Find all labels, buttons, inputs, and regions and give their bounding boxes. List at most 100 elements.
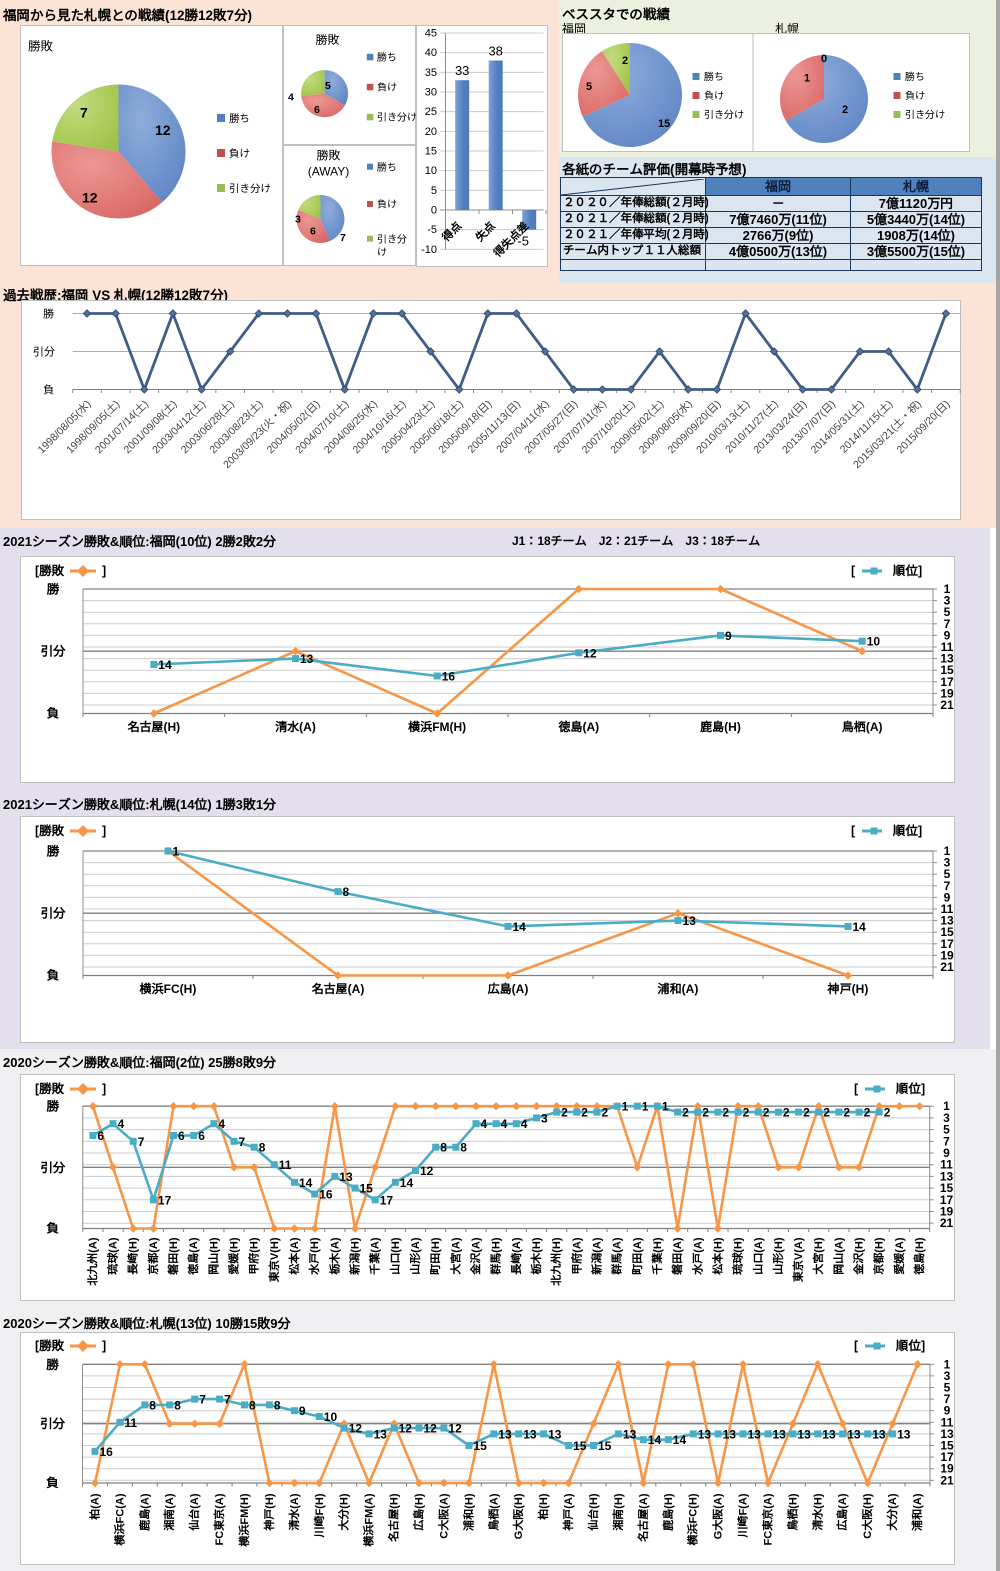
svg-text:12: 12 (583, 646, 597, 660)
svg-text:1: 1 (944, 1357, 951, 1371)
svg-text:甲府(H): 甲府(H) (248, 1237, 261, 1275)
svg-text:順位]: 順位] (895, 1338, 925, 1353)
svg-text:11: 11 (940, 1158, 953, 1172)
svg-text:勝: 勝 (46, 845, 60, 859)
svg-text:順位]: 順位] (892, 823, 922, 838)
svg-text:1: 1 (944, 582, 951, 596)
svg-text:引き分: 引き分 (377, 234, 407, 246)
svg-text:2: 2 (823, 1106, 830, 1120)
svg-text:19: 19 (940, 1462, 954, 1476)
svg-text:神戸(H): 神戸(H) (827, 982, 869, 996)
svg-text:12: 12 (420, 1164, 434, 1178)
svg-text:水戸(A): 水戸(A) (691, 1237, 704, 1276)
svg-text:群馬(A): 群馬(A) (611, 1237, 624, 1276)
svg-text:広島(A): 広島(A) (836, 1493, 849, 1531)
svg-text:33: 33 (455, 63, 469, 78)
svg-text:8: 8 (440, 1141, 447, 1155)
svg-text:勝: 勝 (46, 1100, 60, 1114)
svg-text:鳥栖(A): 鳥栖(A) (487, 1493, 500, 1532)
svg-text:10: 10 (867, 635, 881, 649)
svg-text:45: 45 (425, 28, 437, 40)
svg-text:金沢(A): 金沢(A) (470, 1237, 483, 1275)
svg-text:引き分け: 引き分け (905, 109, 945, 121)
svg-text:湘南(A): 湘南(A) (163, 1493, 176, 1532)
svg-text:17: 17 (940, 937, 954, 951)
svg-text:40: 40 (425, 47, 437, 59)
svg-text:金沢(H): 金沢(H) (853, 1237, 866, 1275)
svg-text:2: 2 (842, 104, 848, 116)
svg-text:琉球(A): 琉球(A) (107, 1237, 120, 1275)
svg-text:5: 5 (944, 605, 951, 619)
svg-text:7: 7 (943, 1134, 950, 1148)
svg-text:[勝敗: [勝敗 (35, 1082, 65, 1096)
svg-text:2: 2 (602, 1106, 609, 1120)
svg-text:順位]: 順位] (895, 1081, 925, 1096)
svg-text:負: 負 (46, 1222, 60, 1236)
svg-text:12: 12 (82, 190, 98, 206)
svg-text:大分(H): 大分(H) (338, 1493, 351, 1531)
svg-text:4: 4 (218, 1117, 225, 1131)
svg-text:徳島(H): 徳島(H) (913, 1237, 926, 1276)
svg-text:7: 7 (138, 1135, 145, 1149)
svg-text:7: 7 (944, 1392, 951, 1406)
svg-text:愛媛(A): 愛媛(A) (893, 1237, 906, 1275)
svg-text:負け: 負け (377, 82, 397, 94)
svg-text:清水(A): 清水(A) (288, 1493, 301, 1531)
svg-text:負け: 負け (704, 90, 724, 102)
svg-text:8: 8 (274, 1398, 281, 1412)
svg-text:G大阪(A): G大阪(A) (712, 1493, 725, 1539)
svg-text:19: 19 (940, 686, 954, 700)
svg-text:7: 7 (199, 1393, 206, 1407)
svg-text:9: 9 (944, 1404, 951, 1418)
svg-text:16: 16 (100, 1445, 114, 1459)
svg-text:愛媛(H): 愛媛(H) (228, 1237, 241, 1275)
svg-text:勝ち: 勝ち (905, 71, 925, 83)
svg-text:13: 13 (822, 1427, 836, 1441)
svg-text:38: 38 (488, 44, 502, 59)
svg-text:12: 12 (349, 1422, 363, 1436)
svg-text:19: 19 (940, 1205, 954, 1219)
svg-text:17: 17 (940, 675, 954, 689)
svg-text:2: 2 (702, 1106, 709, 1120)
svg-text:名古屋(A): 名古屋(A) (637, 1493, 650, 1543)
svg-text:新潟(H): 新潟(H) (349, 1237, 362, 1275)
svg-text:35: 35 (425, 67, 437, 79)
svg-text:仙台(H): 仙台(H) (587, 1493, 600, 1531)
svg-text:15: 15 (473, 1439, 487, 1453)
svg-text:12: 12 (424, 1422, 438, 1436)
svg-text:6: 6 (97, 1129, 104, 1143)
svg-text:0: 0 (821, 53, 827, 65)
svg-text:負: 負 (45, 1476, 59, 1490)
svg-text:勝: 勝 (45, 1358, 59, 1372)
svg-text:京都(A): 京都(A) (147, 1237, 160, 1275)
svg-text:磐田(A): 磐田(A) (671, 1237, 684, 1276)
svg-text:15: 15 (940, 663, 954, 677)
svg-text:7: 7 (340, 232, 346, 244)
svg-text:4: 4 (521, 1117, 528, 1131)
svg-text:1: 1 (804, 73, 810, 85)
svg-text:2: 2 (763, 1106, 770, 1120)
svg-text:4: 4 (288, 92, 294, 104)
svg-text:7: 7 (224, 1393, 231, 1407)
svg-text:5: 5 (944, 867, 951, 881)
svg-text:勝敗: 勝敗 (315, 33, 339, 47)
svg-text:(AWAY): (AWAY) (308, 165, 350, 179)
svg-text:引分: 引分 (40, 1416, 66, 1431)
svg-text:2: 2 (743, 1106, 750, 1120)
svg-text:15: 15 (360, 1182, 374, 1196)
svg-text:6: 6 (178, 1129, 185, 1143)
svg-text:13: 13 (698, 1427, 712, 1441)
svg-text:勝ち: 勝ち (377, 162, 397, 174)
svg-text:3: 3 (295, 214, 301, 226)
svg-text:11: 11 (941, 640, 954, 654)
svg-text:徳島(A): 徳島(A) (187, 1237, 200, 1276)
svg-text:川崎F(H): 川崎F(H) (313, 1493, 326, 1537)
svg-text:5: 5 (944, 1381, 951, 1395)
svg-text:8: 8 (174, 1398, 181, 1412)
svg-text:13: 13 (773, 1427, 787, 1441)
svg-text:21: 21 (940, 1216, 954, 1230)
svg-text:5: 5 (325, 80, 331, 92)
svg-text:横浜FM(A): 横浜FM(A) (363, 1493, 376, 1546)
svg-text:松本(H): 松本(H) (711, 1237, 724, 1276)
svg-text:清水(H): 清水(H) (811, 1493, 824, 1531)
